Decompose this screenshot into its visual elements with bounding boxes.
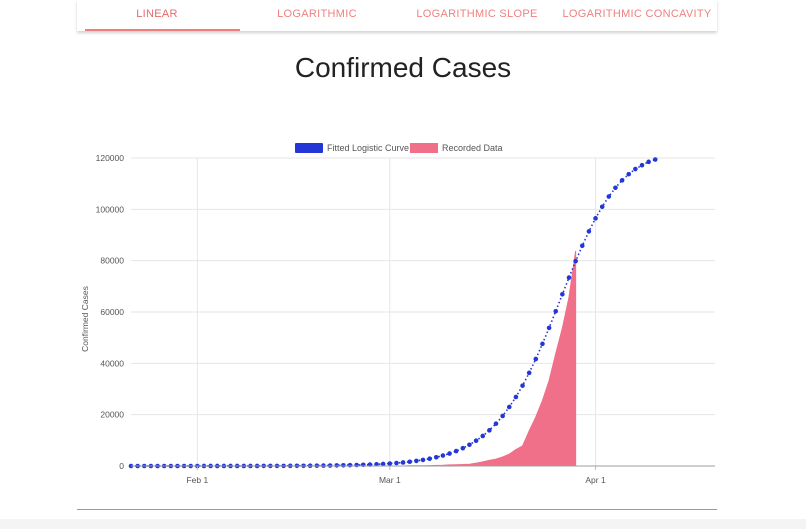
fitted-curve-point [387, 461, 393, 466]
fitted-curve-point [599, 204, 605, 210]
fitted-curve-point [347, 462, 353, 468]
legend-label-recorded-data: Recorded Data [442, 143, 503, 153]
fitted-curve-point [553, 308, 559, 314]
legend-swatch-fitted-logistic-curve[interactable] [295, 143, 323, 153]
fitted-curve-point [652, 157, 658, 162]
fitted-curve-point [633, 166, 638, 172]
y-tick-label: 40000 [100, 358, 124, 368]
tab-linear[interactable]: LINEAR [77, 0, 240, 31]
fitted-curve-point [334, 463, 340, 468]
confirmed-cases-chart: 0 20000 40000 60000 80000 100000 120000 Feb 1 Ma… [80, 143, 715, 485]
tab-logarithmic-label: LOGARITHMIC [277, 8, 357, 20]
fitted-curve-point [626, 171, 632, 177]
y-tick-label: 80000 [100, 256, 124, 266]
y-tick-label: 20000 [100, 410, 124, 420]
fitted-curve-point [573, 258, 578, 264]
fitted-curve-point [467, 442, 472, 448]
fitted-curve-point [374, 461, 379, 467]
x-tick-label: Feb 1 [186, 475, 208, 485]
y-axis-title: Confirmed Cases [80, 286, 90, 352]
fitted-curve-point [453, 448, 459, 454]
view-tabs: LINEAR LOGARITHMIC LOGARITHMIC SLOPE LOG… [77, 0, 717, 31]
tab-logarithmic-concavity[interactable]: LOGARITHMIC CONCAVITY [557, 0, 717, 31]
fitted-curve-point [526, 370, 532, 376]
fitted-curve-point [447, 451, 452, 456]
footer-band [0, 519, 806, 529]
y-tick-label: 100000 [96, 204, 125, 214]
fitted-curve-point [593, 216, 598, 221]
fitted-curve-point [560, 291, 565, 297]
page-title: Confirmed Cases [294, 52, 512, 83]
fitted-curve-point [487, 428, 492, 433]
x-tick-label: Apr 1 [585, 475, 606, 485]
tab-linear-label: LINEAR [136, 8, 178, 20]
chart-grid [131, 157, 715, 466]
fitted-curve-point [613, 185, 618, 191]
tab-logarithmic-slope[interactable]: LOGARITHMIC SLOPE [397, 0, 557, 31]
fitted-logistic-curve-line [131, 158, 656, 467]
fitted-curve-point [579, 243, 585, 249]
legend-swatch-recorded-data[interactable] [410, 143, 438, 153]
bottom-divider [77, 509, 717, 510]
tab-logarithmic-slope-label: LOGARITHMIC SLOPE [416, 8, 538, 20]
chart-legend: Fitted Logistic Curve Recorded Data [295, 143, 503, 153]
y-tick-label: 0 [119, 461, 124, 471]
fitted-curve-point [513, 394, 519, 400]
y-tick-label: 60000 [100, 307, 124, 317]
fitted-curve-point [533, 356, 539, 362]
fitted-curve-point [493, 421, 499, 426]
fitted-curve-point [566, 275, 572, 280]
fitted-curve-point [506, 404, 512, 410]
fitted-curve-point [540, 341, 545, 347]
fitted-curve-point [407, 459, 413, 465]
fitted-curve-point [420, 457, 426, 463]
y-tick-label: 120000 [96, 153, 125, 163]
fitted-curve-point [433, 454, 439, 460]
fitted-curve-point [460, 445, 466, 451]
fitted-curve-point [619, 178, 625, 183]
fitted-curve-point [646, 159, 651, 165]
fitted-curve-point [586, 229, 592, 234]
x-tick-label: Mar 1 [379, 475, 401, 485]
fitted-curve-point [414, 458, 419, 464]
fitted-curve-point [427, 456, 432, 462]
fitted-curve-point [354, 462, 359, 468]
fitted-curve-point [380, 461, 386, 467]
fitted-curve-point [639, 162, 645, 168]
fitted-curve-point [341, 463, 346, 468]
tab-logarithmic-concavity-label: LOGARITHMIC CONCAVITY [562, 8, 712, 20]
fitted-curve-point [440, 453, 446, 458]
fitted-curve-point [606, 194, 612, 199]
active-tab-indicator [85, 29, 240, 31]
legend-label-fitted-logistic-curve: Fitted Logistic Curve [327, 143, 409, 153]
fitted-curve-point [473, 438, 479, 443]
fitted-curve-point [520, 383, 525, 388]
chart-axes: 0 20000 40000 60000 80000 100000 120000 Feb 1 Ma… [96, 153, 715, 485]
tab-logarithmic[interactable]: LOGARITHMIC [237, 0, 397, 31]
fitted-curve-point [480, 433, 486, 439]
fitted-curve-point [394, 460, 399, 466]
fitted-curve-layer [128, 157, 658, 469]
fitted-curve-point [500, 413, 505, 419]
fitted-curve-point [546, 325, 552, 331]
fitted-curve-point [400, 460, 406, 465]
